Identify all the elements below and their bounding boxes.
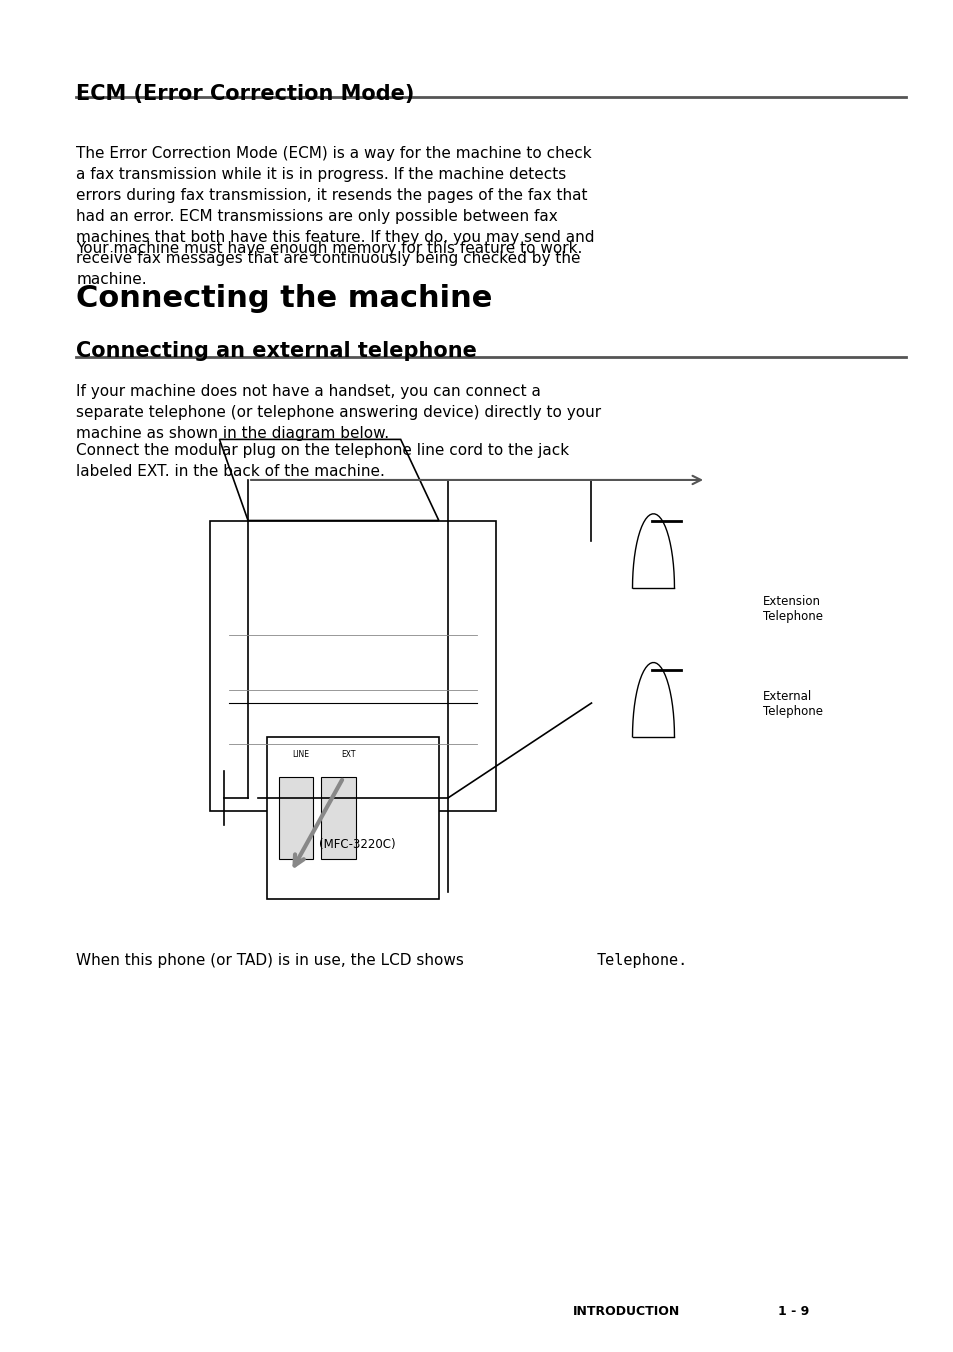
Bar [210,521,496,811]
Text: INTRODUCTION: INTRODUCTION [572,1305,679,1318]
Text: External
Telephone: External Telephone [762,690,822,718]
Text: Extension
Telephone: Extension Telephone [762,595,822,623]
Text: separate telephone (or telephone answering device) directly to your: separate telephone (or telephone answeri… [76,406,600,420]
Polygon shape [219,439,438,521]
Text: a fax transmission while it is in progress. If the machine detects: a fax transmission while it is in progre… [76,168,566,183]
Text: Connecting an external telephone: Connecting an external telephone [76,341,476,361]
Text: labeled EXT. in the back of the machine.: labeled EXT. in the back of the machine. [76,464,385,480]
Bar [278,777,313,859]
Bar [267,737,438,899]
Text: machine.: machine. [76,272,147,287]
Text: receive fax messages that are continuously being checked by the: receive fax messages that are continuous… [76,250,580,266]
Text: 1 - 9: 1 - 9 [777,1305,808,1318]
Bar [321,777,355,859]
Text: ECM (Error Correction Mode): ECM (Error Correction Mode) [76,84,415,104]
Text: had an error. ECM transmissions are only possible between fax: had an error. ECM transmissions are only… [76,208,558,224]
Text: When this phone (or TAD) is in use, the LCD shows: When this phone (or TAD) is in use, the … [76,953,469,968]
Text: Connect the modular plug on the telephone line cord to the jack: Connect the modular plug on the telephon… [76,443,569,458]
Text: Telephone.: Telephone. [596,953,687,968]
Text: machine as shown in the diagram below.: machine as shown in the diagram below. [76,426,389,441]
Text: errors during fax transmission, it resends the pages of the fax that: errors during fax transmission, it resen… [76,188,587,203]
Text: Your machine must have enough memory for this feature to work.: Your machine must have enough memory for… [76,241,582,256]
Text: machines that both have this feature. If they do, you may send and: machines that both have this feature. If… [76,230,595,245]
Text: If your machine does not have a handset, you can connect a: If your machine does not have a handset,… [76,384,540,399]
Text: (MFC-3220C): (MFC-3220C) [319,838,395,852]
Text: EXT: EXT [340,750,355,760]
Text: LINE: LINE [292,750,309,760]
Text: Connecting the machine: Connecting the machine [76,284,492,312]
Text: The Error Correction Mode (ECM) is a way for the machine to check: The Error Correction Mode (ECM) is a way… [76,146,591,161]
